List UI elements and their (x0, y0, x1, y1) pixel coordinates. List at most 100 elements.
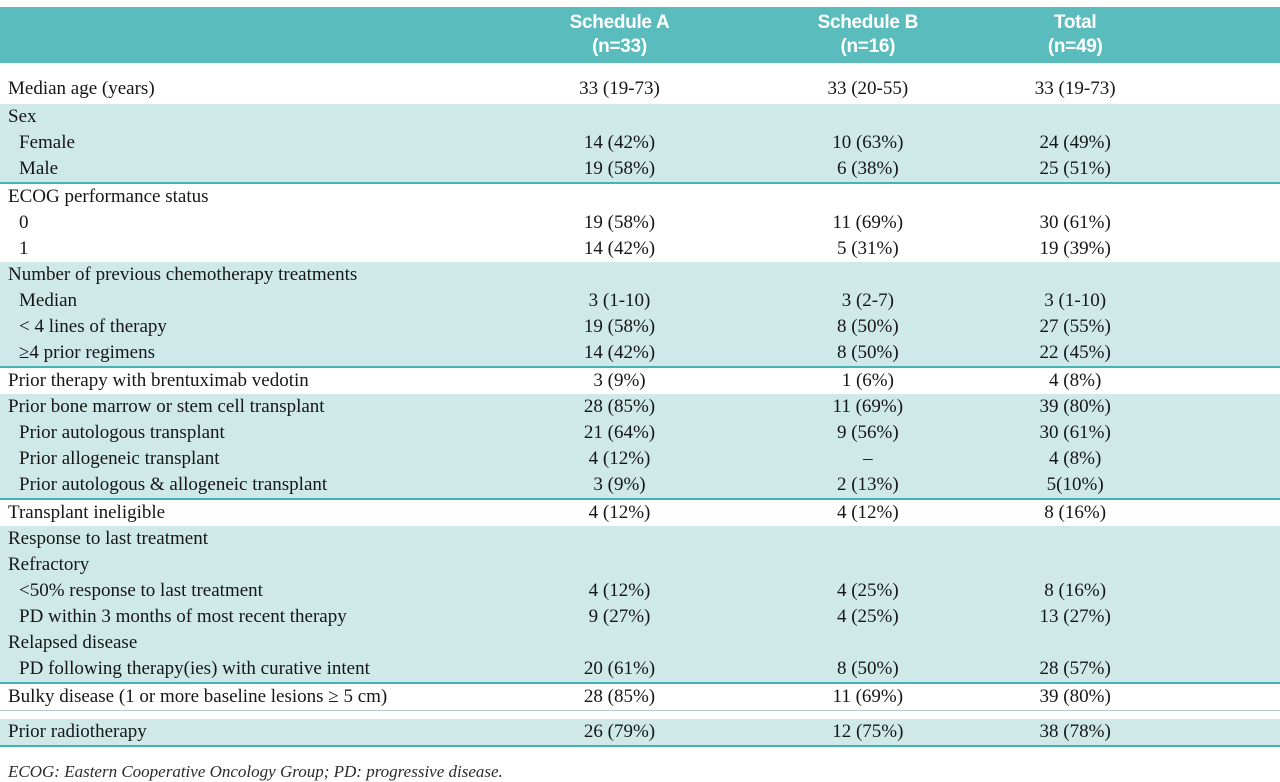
value-total: 30 (61%) (1039, 422, 1111, 443)
value-schedule-a: 19 (58%) (583, 158, 656, 179)
value-total: 39 (80%) (1039, 686, 1111, 707)
value-total: 39 (80%) (1039, 396, 1111, 417)
value-schedule-b: 1 (6%) (841, 370, 894, 391)
value-schedule-b: 9 (56%) (836, 422, 899, 443)
value-total (983, 552, 1167, 578)
value-schedule-b: 6 (38%) (836, 158, 899, 179)
value-schedule-b: 4 (12%) (836, 502, 899, 523)
spacer (1167, 104, 1280, 130)
spacer (1167, 368, 1280, 394)
spacer (1167, 340, 1280, 366)
column-header-line1: Total (1053, 12, 1097, 33)
row-label: Prior autologous & allogeneic transplant (19, 474, 328, 495)
value-schedule-a: 4 (12%) (588, 448, 651, 469)
row-label: Relapsed disease (8, 632, 138, 653)
value-schedule-a: 26 (79%) (583, 721, 656, 742)
spacer (1167, 76, 1280, 102)
value-schedule-a: 19 (58%) (583, 212, 656, 233)
table-row: Refractory (0, 552, 1280, 578)
table-row: ≥4 prior regimens 14 (42%) 8 (50%) 22 (4… (0, 340, 1280, 368)
row-label: ≥4 prior regimens (19, 342, 156, 363)
value-schedule-b: 10 (63%) (832, 132, 904, 153)
table-row: Prior bone marrow or stem cell transplan… (0, 394, 1280, 420)
value-schedule-b: – (863, 448, 873, 469)
value-schedule-b: 8 (50%) (836, 342, 899, 363)
column-header-line2: (n=33) (592, 36, 647, 57)
value-schedule-a (486, 262, 752, 288)
spacer (1167, 604, 1280, 630)
value-schedule-a: 28 (85%) (583, 396, 656, 417)
value-total: 24 (49%) (1039, 132, 1111, 153)
row-label: Transplant ineligible (8, 502, 166, 523)
row-label: 1 (19, 238, 29, 259)
spacer (1167, 210, 1280, 236)
column-header-line2: (n=16) (840, 36, 896, 57)
value-schedule-b: 2 (13%) (836, 474, 899, 495)
table-row: Median 3 (1-10) 3 (2-7) 3 (1-10) (0, 288, 1280, 314)
column-header-line1: Schedule B (817, 12, 919, 33)
value-schedule-b (753, 184, 983, 210)
column-header-schedule-b: Schedule B (n=16) (753, 11, 983, 59)
value-schedule-a (486, 184, 752, 210)
row-label: Prior allogeneic transplant (19, 448, 220, 469)
table-row: Female 14 (42%) 10 (63%) 24 (49%) (0, 130, 1280, 156)
spacer (1167, 156, 1280, 182)
table-header-row: Schedule A (n=33) Schedule B (n=16) Tota… (0, 7, 1280, 63)
value-schedule-a: 3 (1-10) (588, 290, 651, 311)
value-schedule-a (486, 552, 752, 578)
row-label: Sex (8, 106, 37, 127)
table-row: Median age (years) 33 (19-73) 33 (20-55)… (0, 63, 1280, 104)
table-row: PD following therapy(ies) with curative … (0, 656, 1280, 684)
value-schedule-a: 33 (19-73) (579, 78, 660, 99)
value-schedule-a: 20 (61%) (583, 658, 656, 679)
value-total: 25 (51%) (1039, 158, 1111, 179)
value-total: 8 (16%) (1044, 502, 1107, 523)
value-total: 5(10%) (1046, 474, 1104, 495)
row-label: Median age (years) (8, 78, 155, 99)
table-row: Prior autologous transplant 21 (64%) 9 (… (0, 420, 1280, 446)
value-schedule-a: 4 (12%) (588, 502, 651, 523)
value-schedule-b: 8 (50%) (836, 658, 899, 679)
value-schedule-b (753, 262, 983, 288)
value-schedule-b: 33 (20-55) (827, 78, 909, 99)
table-row: PD within 3 months of most recent therap… (0, 604, 1280, 630)
spacer (1167, 446, 1280, 472)
value-schedule-a: 21 (64%) (583, 422, 656, 443)
spacer (1167, 420, 1280, 446)
row-label: ECOG performance status (8, 186, 209, 207)
value-schedule-a (486, 526, 752, 552)
spacer (1167, 630, 1280, 656)
value-total: 22 (45%) (1039, 342, 1111, 363)
value-schedule-a: 14 (42%) (583, 342, 656, 363)
table-row: Relapsed disease (0, 630, 1280, 656)
value-total: 4 (8%) (1049, 370, 1102, 391)
spacer (1167, 262, 1280, 288)
value-schedule-b (753, 104, 983, 130)
value-schedule-b (753, 630, 983, 656)
table-row: Prior allogeneic transplant 4 (12%) – 4 … (0, 446, 1280, 472)
spacer (1167, 684, 1280, 710)
value-total: 19 (39%) (1039, 238, 1111, 259)
column-header-line1: Schedule A (569, 12, 670, 33)
row-label: < 4 lines of therapy (19, 316, 167, 337)
row-label: Prior radiotherapy (8, 721, 147, 742)
spacer (1167, 719, 1280, 745)
table-row: Male 19 (58%) 6 (38%) 25 (51%) (0, 156, 1280, 184)
table-row: < 4 lines of therapy 19 (58%) 8 (50%) 27… (0, 314, 1280, 340)
table-row: Prior autologous & allogeneic transplant… (0, 472, 1280, 500)
row-label: Number of previous chemotherapy treatmen… (8, 264, 358, 285)
value-total (983, 104, 1167, 130)
table-row: ECOG performance status (0, 184, 1280, 210)
table-row: Sex (0, 104, 1280, 130)
row-label: Prior therapy with brentuximab vedotin (8, 370, 309, 391)
spacer (1167, 288, 1280, 314)
value-schedule-b: 5 (31%) (836, 238, 899, 259)
row-label: Prior autologous transplant (19, 422, 225, 443)
spacer (1167, 184, 1280, 210)
row-label: Female (19, 132, 75, 153)
value-total: 28 (57%) (1039, 658, 1111, 679)
row-label: Prior bone marrow or stem cell transplan… (8, 396, 325, 417)
value-schedule-b: 4 (25%) (836, 606, 899, 627)
value-total (983, 630, 1167, 656)
row-label: Median (19, 290, 78, 311)
